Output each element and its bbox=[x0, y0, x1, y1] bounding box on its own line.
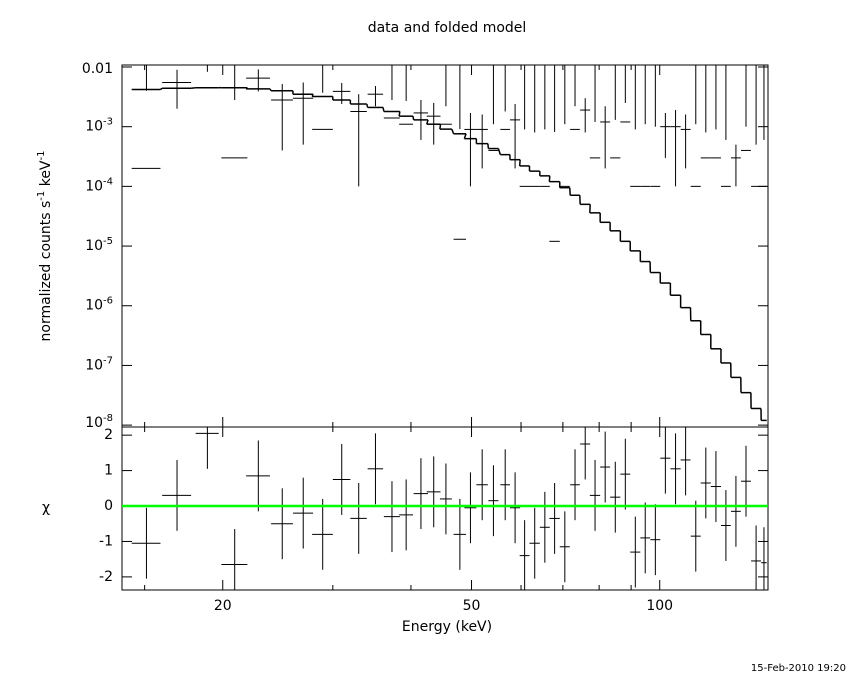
y-tick-label: 10-6 bbox=[85, 295, 113, 314]
x-axis-label: Energy (keV) bbox=[402, 619, 492, 635]
y-tick-label: 2 bbox=[104, 427, 113, 443]
model-riser bbox=[426, 119, 429, 125]
x-tick-label: 50 bbox=[463, 598, 481, 614]
top-frame bbox=[121, 64, 769, 428]
model-riser bbox=[487, 143, 490, 149]
model-riser bbox=[463, 133, 467, 139]
y-tick-label: -1 bbox=[99, 533, 113, 549]
model-riser bbox=[191, 86, 196, 90]
model-riser bbox=[451, 128, 455, 135]
y-tick-label: 10-4 bbox=[85, 176, 113, 195]
model-riser bbox=[160, 87, 163, 91]
y-tick-label: 10-7 bbox=[85, 355, 113, 374]
chart-title: data and folded model bbox=[368, 20, 527, 36]
y-tick-label: 0 bbox=[104, 498, 113, 514]
y-axis-label: normalized counts s-1 keV-1 bbox=[36, 151, 55, 342]
model-riser bbox=[412, 116, 415, 121]
model-riser bbox=[497, 148, 502, 155]
model-riser bbox=[311, 93, 314, 97]
model-riser bbox=[382, 107, 385, 112]
y-tick-label: 1 bbox=[104, 463, 113, 479]
y-tick-label: 10-5 bbox=[85, 236, 113, 255]
y-tick-label: -2 bbox=[99, 569, 113, 585]
x-tick-label: 20 bbox=[214, 598, 232, 614]
y-tick-label: 10-8 bbox=[85, 413, 113, 432]
bottom-frame bbox=[121, 426, 769, 591]
x-tick-label: 100 bbox=[646, 598, 673, 614]
model-riser bbox=[398, 111, 401, 117]
model-riser bbox=[269, 88, 272, 92]
model-riser bbox=[439, 124, 442, 130]
residual-axis-label: χ bbox=[42, 500, 50, 516]
y-tick-label: 0.01 bbox=[82, 61, 113, 77]
model-riser bbox=[245, 87, 248, 90]
y-tick-label: 10-3 bbox=[85, 116, 113, 135]
timestamp: 15-Feb-2010 19:20 bbox=[751, 663, 846, 674]
model-riser bbox=[366, 103, 369, 108]
